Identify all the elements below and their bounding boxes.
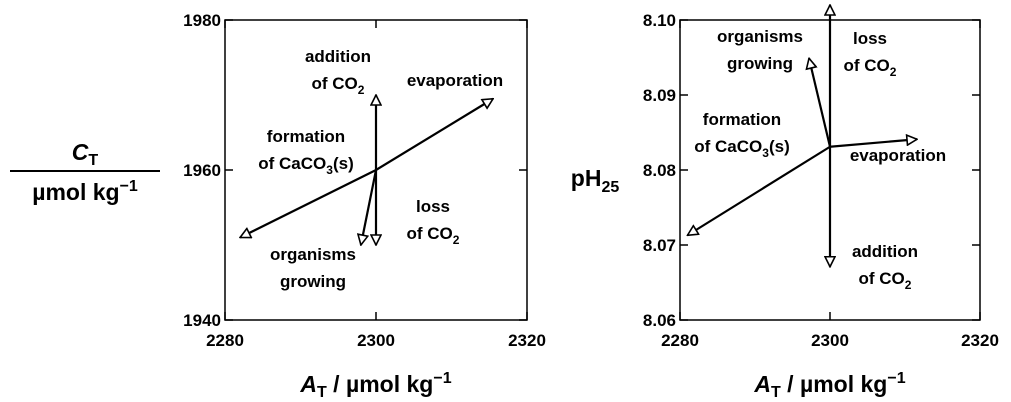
vector-label: loss: [416, 197, 450, 216]
vector-arrow: [240, 169, 377, 239]
vector-label: growing: [280, 272, 346, 291]
y-tick-label: 1960: [183, 161, 221, 180]
vector-label: organisms: [270, 245, 356, 264]
y-axis-label: CT: [72, 139, 99, 169]
vector-arrow: [688, 145, 831, 236]
vector-label: of CO2: [407, 224, 460, 247]
vector-label: evaporation: [407, 71, 503, 90]
vector-label: addition: [305, 47, 371, 66]
vector-label: growing: [727, 54, 793, 73]
vector-label: of CaCO3(s): [258, 154, 353, 177]
y-tick-label: 8.09: [643, 86, 676, 105]
vector-label: loss: [853, 29, 887, 48]
vector-label: evaporation: [850, 146, 946, 165]
vector-arrow: [361, 169, 378, 245]
y-axis-label: pH25: [571, 165, 620, 196]
x-tick-label: 2280: [661, 331, 699, 350]
x-tick-label: 2320: [508, 331, 546, 350]
vector-label: of CaCO3(s): [694, 137, 789, 160]
x-tick-label: 2300: [811, 331, 849, 350]
x-tick-label: 2320: [961, 331, 999, 350]
vector-label: addition: [852, 242, 918, 261]
y-tick-label: 8.08: [643, 161, 676, 180]
x-axis-label: AT / µmol kg−1: [753, 370, 905, 401]
vector-label: of CO2: [844, 56, 897, 79]
x-axis-label: AT / µmol kg−1: [299, 370, 451, 401]
y-tick-label: 8.06: [643, 311, 676, 330]
y-tick-label: 8.10: [643, 11, 676, 30]
x-tick-label: 2280: [206, 331, 244, 350]
vector-label: formation: [267, 127, 345, 146]
y-tick-label: 1980: [183, 11, 221, 30]
y-axis-label: µmol kg−1: [32, 178, 138, 205]
vector-label: organisms: [717, 27, 803, 46]
x-tick-label: 2300: [357, 331, 395, 350]
vector-arrow: [829, 139, 917, 148]
y-tick-label: 8.07: [643, 236, 676, 255]
vector-label: formation: [703, 110, 781, 129]
vector-label: of CO2: [312, 74, 365, 97]
y-tick-label: 1940: [183, 311, 221, 330]
vector-arrow: [375, 97, 493, 171]
vector-arrow: [809, 58, 832, 148]
vector-label: of CO2: [859, 269, 912, 292]
